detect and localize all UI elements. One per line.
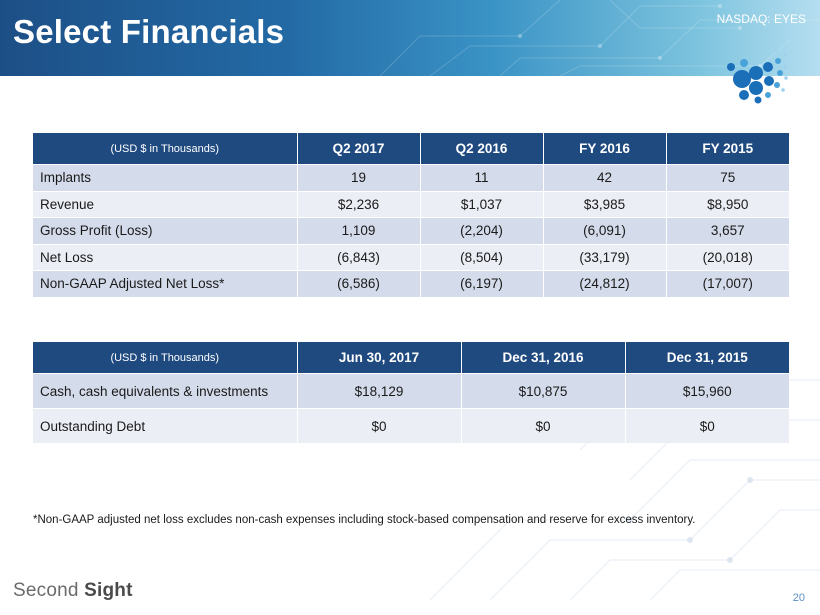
column-header: Q2 2016 — [420, 133, 544, 165]
table-row: Net Loss (6,843) (8,504) (33,179) (20,01… — [33, 243, 789, 271]
table-row: Implants 19 11 42 75 — [33, 164, 789, 191]
table-cell: 3,657 — [666, 217, 789, 244]
quarterly-financials-table: (USD $ in Thousands) Q2 2017 Q2 2016 FY … — [33, 133, 789, 297]
background-circuit-decoration — [430, 377, 820, 600]
table-cell: 19 — [297, 164, 421, 191]
table-cell: (17,007) — [666, 270, 789, 297]
table-cell: $8,950 — [666, 190, 789, 218]
ticker-label: NASDAQ: EYES — [716, 12, 806, 26]
table-cell: 1,109 — [297, 217, 421, 244]
row-label: Net Loss — [33, 243, 298, 271]
header-banner: Select Financials NASDAQ: EYES — [0, 0, 820, 76]
column-header: FY 2016 — [543, 133, 667, 165]
column-header: Jun 30, 2017 — [297, 342, 462, 374]
table-cell: 11 — [420, 164, 544, 191]
row-label: Cash, cash equivalents & investments — [33, 373, 298, 409]
table-cell: $18,129 — [297, 373, 462, 409]
table-cell: (6,843) — [297, 243, 421, 271]
table-cell: (2,204) — [420, 217, 544, 244]
dotted-globe-icon — [727, 49, 788, 104]
footnote: *Non-GAAP adjusted net loss excludes non… — [33, 514, 696, 526]
table-header-row: (USD $ in Thousands) Jun 30, 2017 Dec 31… — [33, 342, 789, 374]
table-row: Non-GAAP Adjusted Net Loss* (6,586) (6,1… — [33, 270, 789, 297]
table-cell: (24,812) — [543, 270, 667, 297]
column-header: Dec 31, 2015 — [625, 342, 789, 374]
unit-label: (USD $ in Thousands) — [33, 133, 298, 165]
unit-label: (USD $ in Thousands) — [33, 342, 298, 374]
table-cell: (33,179) — [543, 243, 667, 271]
row-label: Non-GAAP Adjusted Net Loss* — [33, 270, 298, 297]
table-cell: $0 — [625, 408, 789, 443]
row-label: Revenue — [33, 190, 298, 218]
table-cell: $1,037 — [420, 190, 544, 218]
table-row: Gross Profit (Loss) 1,109 (2,204) (6,091… — [33, 217, 789, 244]
table-cell: (8,504) — [420, 243, 544, 271]
column-header: Dec 31, 2016 — [461, 342, 626, 374]
row-label: Implants — [33, 164, 298, 191]
table-header-row: (USD $ in Thousands) Q2 2017 Q2 2016 FY … — [33, 133, 789, 165]
column-header: FY 2015 — [666, 133, 789, 165]
table-row: Revenue $2,236 $1,037 $3,985 $8,950 — [33, 190, 789, 218]
logo-text-sight: Sight — [84, 580, 133, 601]
logo-text-second: Second — [13, 580, 85, 601]
table-row: Outstanding Debt $0 $0 $0 — [33, 408, 789, 443]
company-logo: Second Sight — [13, 580, 133, 602]
table-cell: $0 — [297, 408, 462, 443]
table-row: Cash, cash equivalents & investments $18… — [33, 373, 789, 409]
row-label: Gross Profit (Loss) — [33, 217, 298, 244]
balance-sheet-table: (USD $ in Thousands) Jun 30, 2017 Dec 31… — [33, 342, 789, 443]
table-cell: $0 — [461, 408, 626, 443]
table-cell: $10,875 — [461, 373, 626, 409]
column-header: Q2 2017 — [297, 133, 421, 165]
table-cell: (6,091) — [543, 217, 667, 244]
table-cell: $2,236 — [297, 190, 421, 218]
table-cell: (20,018) — [666, 243, 789, 271]
table-cell: (6,586) — [297, 270, 421, 297]
table-cell: $15,960 — [625, 373, 789, 409]
row-label: Outstanding Debt — [33, 408, 298, 443]
page-number: 20 — [792, 592, 805, 604]
table-cell: 75 — [666, 164, 789, 191]
table-cell: 42 — [543, 164, 667, 191]
page-title: Select Financials — [13, 13, 285, 50]
table-cell: $3,985 — [543, 190, 667, 218]
header-circuit-decoration — [379, 0, 820, 76]
table-cell: (6,197) — [420, 270, 544, 297]
